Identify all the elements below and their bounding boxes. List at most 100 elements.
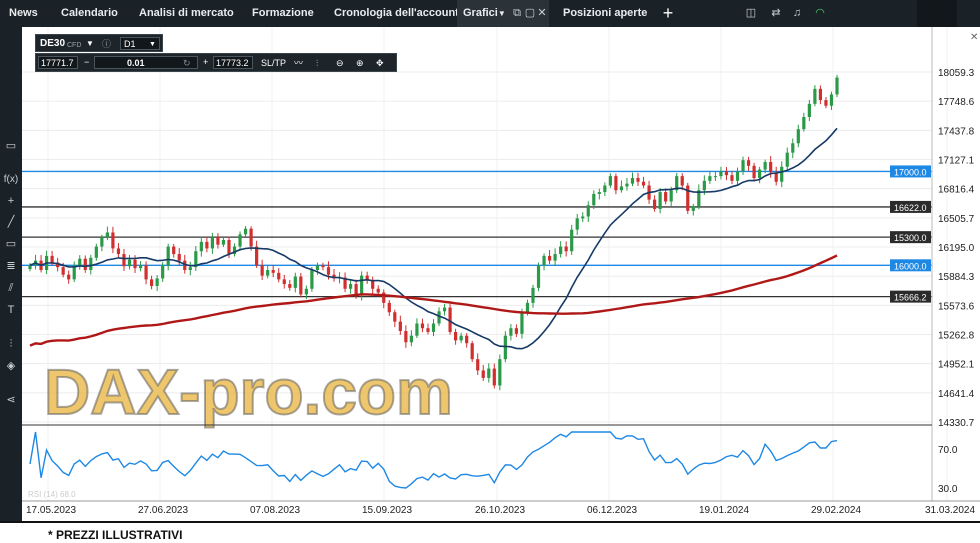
- share-icon[interactable]: ⋖: [6, 394, 16, 406]
- candle-body: [348, 284, 353, 289]
- symbol-name[interactable]: DE30: [40, 38, 66, 49]
- candle-body: [597, 192, 601, 194]
- close-icon[interactable]: ✕: [537, 7, 547, 19]
- price-chart-svg[interactable]: ✕ DAX-pro.com 17000.0 16622.0 15300.0 16000…: [22, 27, 980, 521]
- nav-posizioni-aperte[interactable]: Posizioni aperte: [563, 7, 648, 19]
- level-label: 15300.0: [894, 233, 927, 243]
- nav-grafici-tab[interactable]: Grafici▼: [457, 0, 549, 27]
- restore-icon[interactable]: ▢: [524, 7, 536, 19]
- indicator-fx-icon[interactable]: f(x): [3, 174, 19, 185]
- candle-body: [763, 162, 767, 170]
- channel-icon[interactable]: ⫽: [8, 282, 14, 294]
- candle-body: [326, 267, 331, 275]
- crosshair-icon[interactable]: +: [7, 195, 15, 207]
- candle-body: [282, 279, 286, 285]
- add-tab-icon[interactable]: +: [662, 3, 674, 23]
- candle-body: [50, 255, 54, 263]
- candle-body: [509, 328, 513, 336]
- candle-body: [387, 302, 391, 313]
- candle-body: [100, 237, 104, 247]
- candle-body: [664, 192, 668, 202]
- chevron-down-icon[interactable]: ▼: [497, 9, 506, 18]
- price-tick-label: 14641.4: [938, 389, 975, 400]
- candle-body: [105, 232, 109, 238]
- candle-body: [321, 265, 325, 268]
- chart-area[interactable]: ✕ DAX-pro.com 17000.0 16622.0 15300.0 16000…: [22, 27, 980, 521]
- candle-body: [675, 176, 679, 191]
- candle-body: [205, 241, 209, 249]
- candle-body: [697, 190, 701, 207]
- layout-icon[interactable]: ◫: [745, 7, 757, 19]
- panel-icon[interactable]: ▭: [5, 140, 17, 152]
- candle-body: [581, 216, 585, 219]
- ask-price-button[interactable]: 17773.2: [213, 56, 253, 69]
- date-tick-label: 17.05.2023: [26, 505, 76, 516]
- sltp-button[interactable]: SL/TP: [261, 58, 287, 68]
- candle-body: [465, 335, 469, 344]
- candle-body: [824, 100, 828, 106]
- reset-icon[interactable]: ↻: [183, 58, 191, 68]
- candle-body: [796, 129, 800, 144]
- text-tool-icon[interactable]: T: [7, 304, 15, 316]
- trendline-icon[interactable]: ╱: [7, 216, 15, 228]
- candle-body: [641, 181, 646, 186]
- candle-body: [360, 275, 364, 296]
- timeframe-value: D1: [124, 39, 136, 49]
- zoom-out-icon[interactable]: ⊖: [336, 58, 344, 68]
- level-labels: 17000.0 16622.0 15300.0 16000.0 15666.2: [890, 165, 931, 303]
- nav-analisi-di-mercato[interactable]: Analisi di mercato: [139, 7, 234, 19]
- trade-bar: 17771.7 − 0.01 ↻ + 17773.2 SL/TP 〰 ⫶ ⊖ ⊕…: [35, 53, 397, 72]
- candle-body: [780, 166, 784, 182]
- measure-icon[interactable]: ⫶: [9, 338, 13, 350]
- chart-close-icon[interactable]: ✕: [970, 32, 978, 43]
- nav-news[interactable]: News: [9, 7, 38, 19]
- price-tick-label: 16195.0: [938, 243, 975, 254]
- footer: * PREZZI ILLUSTRATIVI: [0, 521, 980, 543]
- candle-body: [719, 171, 723, 177]
- pan-icon[interactable]: ✥: [376, 58, 384, 68]
- zoom-in-icon[interactable]: ⊕: [356, 58, 364, 68]
- candle-body: [221, 239, 226, 245]
- candle-body: [161, 265, 165, 279]
- candle-body: [708, 176, 712, 181]
- plus-icon[interactable]: +: [203, 57, 209, 67]
- quantity-input[interactable]: 0.01 ↻: [94, 56, 198, 69]
- transfer-icon[interactable]: ⇄: [771, 7, 781, 19]
- nav-cronologia-account[interactable]: Cronologia dell'account: [334, 7, 459, 19]
- candle-body: [525, 302, 530, 313]
- rsi-legend: RSI (14) 68.0: [28, 490, 76, 499]
- price-tick-label: 17748.6: [938, 97, 975, 108]
- candle-body: [194, 251, 198, 268]
- candle-body: [542, 255, 546, 266]
- bid-price-button[interactable]: 17771.7: [38, 56, 78, 69]
- candle-body: [835, 77, 839, 95]
- bid-price: 17771.7: [41, 58, 74, 68]
- layers-icon[interactable]: ◈: [6, 360, 16, 372]
- timeframe-select[interactable]: D1 ▼: [120, 37, 160, 50]
- candles-icon[interactable]: ⫶: [316, 58, 319, 68]
- date-tick-label: 26.10.2023: [475, 505, 525, 516]
- minus-icon[interactable]: −: [84, 57, 90, 67]
- candle-body: [559, 246, 563, 255]
- user-avatar[interactable]: [917, 0, 957, 27]
- popout-icon[interactable]: ⧉: [513, 7, 521, 19]
- rsi-tick-label: 30.0: [938, 484, 958, 495]
- fibonacci-icon[interactable]: ≣: [6, 260, 16, 272]
- candle-body: [702, 180, 706, 191]
- date-tick-label: 29.02.2024: [811, 505, 861, 516]
- candle-body: [216, 237, 220, 245]
- notification-bell-icon[interactable]: ♫: [792, 7, 802, 19]
- price-axis: 18059.3 17748.6 17437.8 17127.1 16816.4 16505…: [931, 27, 975, 501]
- candle-body: [487, 368, 491, 378]
- symbol-dropdown-icon[interactable]: ▼: [86, 39, 94, 48]
- candle-body: [111, 232, 115, 249]
- candle-body: [199, 241, 203, 252]
- nav-formazione[interactable]: Formazione: [252, 7, 314, 19]
- line-chart-icon[interactable]: 〰: [294, 58, 304, 68]
- candle-body: [652, 199, 657, 209]
- rectangle-icon[interactable]: ▭: [5, 238, 17, 250]
- nav-calendario[interactable]: Calendario: [61, 7, 118, 19]
- info-icon[interactable]: ⓘ: [102, 39, 112, 49]
- candle-body: [503, 335, 507, 360]
- candle-body: [365, 275, 369, 281]
